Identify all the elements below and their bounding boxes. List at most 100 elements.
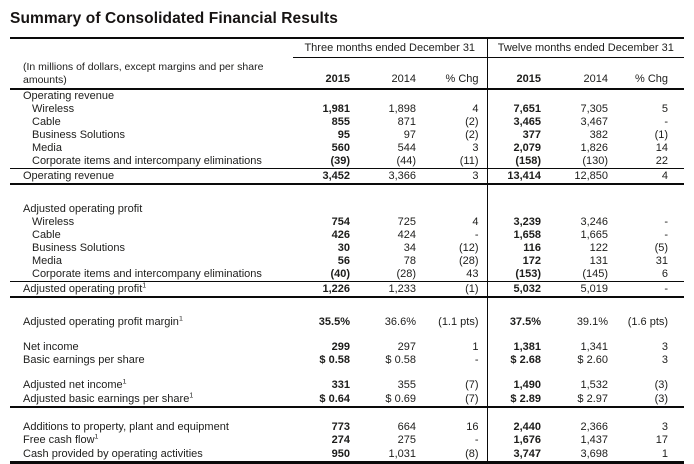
value-cell: 34 [403,242,416,254]
value-cell: (1) [654,129,669,141]
value-cell: 299 [331,341,350,353]
value-cell: 14 [655,142,669,154]
column-header-row: (In millions of dollars, except margins … [10,57,685,90]
value-cell: 5 [661,103,669,115]
value-cell: 6 [661,268,669,280]
value-cell: - [664,216,669,228]
value-cell: (153) [486,268,544,282]
spacer-cell [418,329,487,341]
spacer-cell [486,297,544,316]
value-cell: 1,981 [322,103,350,115]
value-cell: 725 [397,216,416,228]
spacer-cell [352,407,418,421]
column-header-y-2015: 2015 [486,57,544,90]
column-header-q-pct-chg: % Chg [418,57,488,90]
value-cell: (1) [418,281,488,298]
value-cell: 1,665 [580,229,609,241]
spacer-cell [486,407,544,421]
spacer-row [10,367,684,379]
value-cell: 5,019 [543,281,611,298]
value-cell: (3) [654,379,669,391]
spacer-cell [10,407,293,421]
spacer-cell [293,407,352,421]
table-row: Basic earnings per share $ 0.58 $ 0.58- $ 2… [10,354,684,367]
value-cell: (1.1 pts) [438,316,479,328]
spacer-cell [293,367,352,379]
value-cell: 426 [331,229,350,241]
table-row: Adjusted operating profit margin1 35.5% 36… [10,316,684,329]
table-row: Wireless 1,981 1,898 4 7,651 7,305 5 [10,103,684,116]
table-row: Media 56 78 (28) 172 131 31 [10,255,684,268]
spacer-cell [293,184,352,203]
value-cell: (2) [465,129,479,141]
column-header-y-2014: 2014 [543,57,611,90]
value-cell: 1,490 [486,379,544,392]
spacer-cell [610,184,684,203]
value-cell: 1,226 [293,281,352,298]
value-cell: 13,414 [486,168,544,185]
value-cell: 664 [397,421,416,433]
value-cell: 4 [472,103,479,115]
financial-results-table: Three months ended December 31 Twelve mo… [10,37,685,464]
value-cell: 3,246 [580,216,609,228]
value-cell: 3,465 [486,116,544,129]
spacer-cell [610,367,684,379]
footnote-marker: 1 [94,434,99,441]
footnote-marker: 1 [178,316,183,323]
row-label: Adjusted operating profit1 [10,281,293,298]
value-cell: (130) [582,155,609,167]
value-cell: (2) [465,116,479,128]
spacer-row [10,407,684,421]
spacer-cell [418,297,487,316]
value-cell: - [664,229,669,241]
table-row: Business Solutions 95 97 (2) 377 382 (1) [10,129,684,142]
row-label: Free cash flow1 [23,434,99,446]
value-cell: 950 [293,447,352,464]
spacer-cell [352,297,418,316]
value-cell: (3) [610,392,685,408]
value-cell: $ 0.69 [352,392,418,408]
spacer-cell [418,184,487,203]
group-header-spacer [10,38,293,58]
value-cell: 131 [589,255,609,267]
group-header-twelve-months: Twelve months ended December 31 [486,38,685,58]
spacer-cell [610,329,684,341]
column-header-q-2015: 2015 [293,57,352,90]
spacer-cell [10,297,293,316]
value-cell: (28) [458,255,479,267]
row-label: Corporate items and intercompany elimina… [32,268,262,280]
table-row: Additions to property, plant and equipme… [10,421,684,434]
row-label: Adjusted operating profit [23,203,143,215]
value-cell: 36.6% [384,316,416,328]
value-cell: (5) [654,242,669,254]
value-cell: 382 [589,129,609,141]
row-label: Basic earnings per share [23,354,145,366]
spacer-row [10,184,684,203]
value-cell: 1,826 [580,142,609,154]
value-cell: - [474,354,479,366]
value-cell: 1,031 [352,447,418,464]
spacer-cell [543,297,610,316]
value-cell: (44) [396,155,416,167]
row-label: Net income [23,341,79,353]
spacer-cell [10,329,293,341]
value-cell: 4 [610,168,685,185]
value-cell [293,203,352,216]
value-cell: $ 0.58 [319,354,350,366]
value-cell: 122 [589,242,609,254]
footnote-marker: 1 [142,282,147,290]
spacer-cell [610,407,684,421]
value-cell: 56 [337,255,350,267]
row-label: Adjusted basic earnings per share1 [10,392,293,408]
value-cell: 297 [397,341,416,353]
table-row: Wireless 754 725 4 3,239 3,246 - [10,216,684,229]
row-label: Wireless [32,103,75,115]
spacer-cell [293,297,352,316]
value-cell: 3,239 [486,216,544,229]
spacer-cell [543,329,610,341]
value-cell: 97 [403,129,416,141]
group-header-row: Three months ended December 31 Twelve mo… [10,38,685,58]
value-cell: 5,032 [486,281,544,298]
value-cell: (7) [418,392,488,408]
